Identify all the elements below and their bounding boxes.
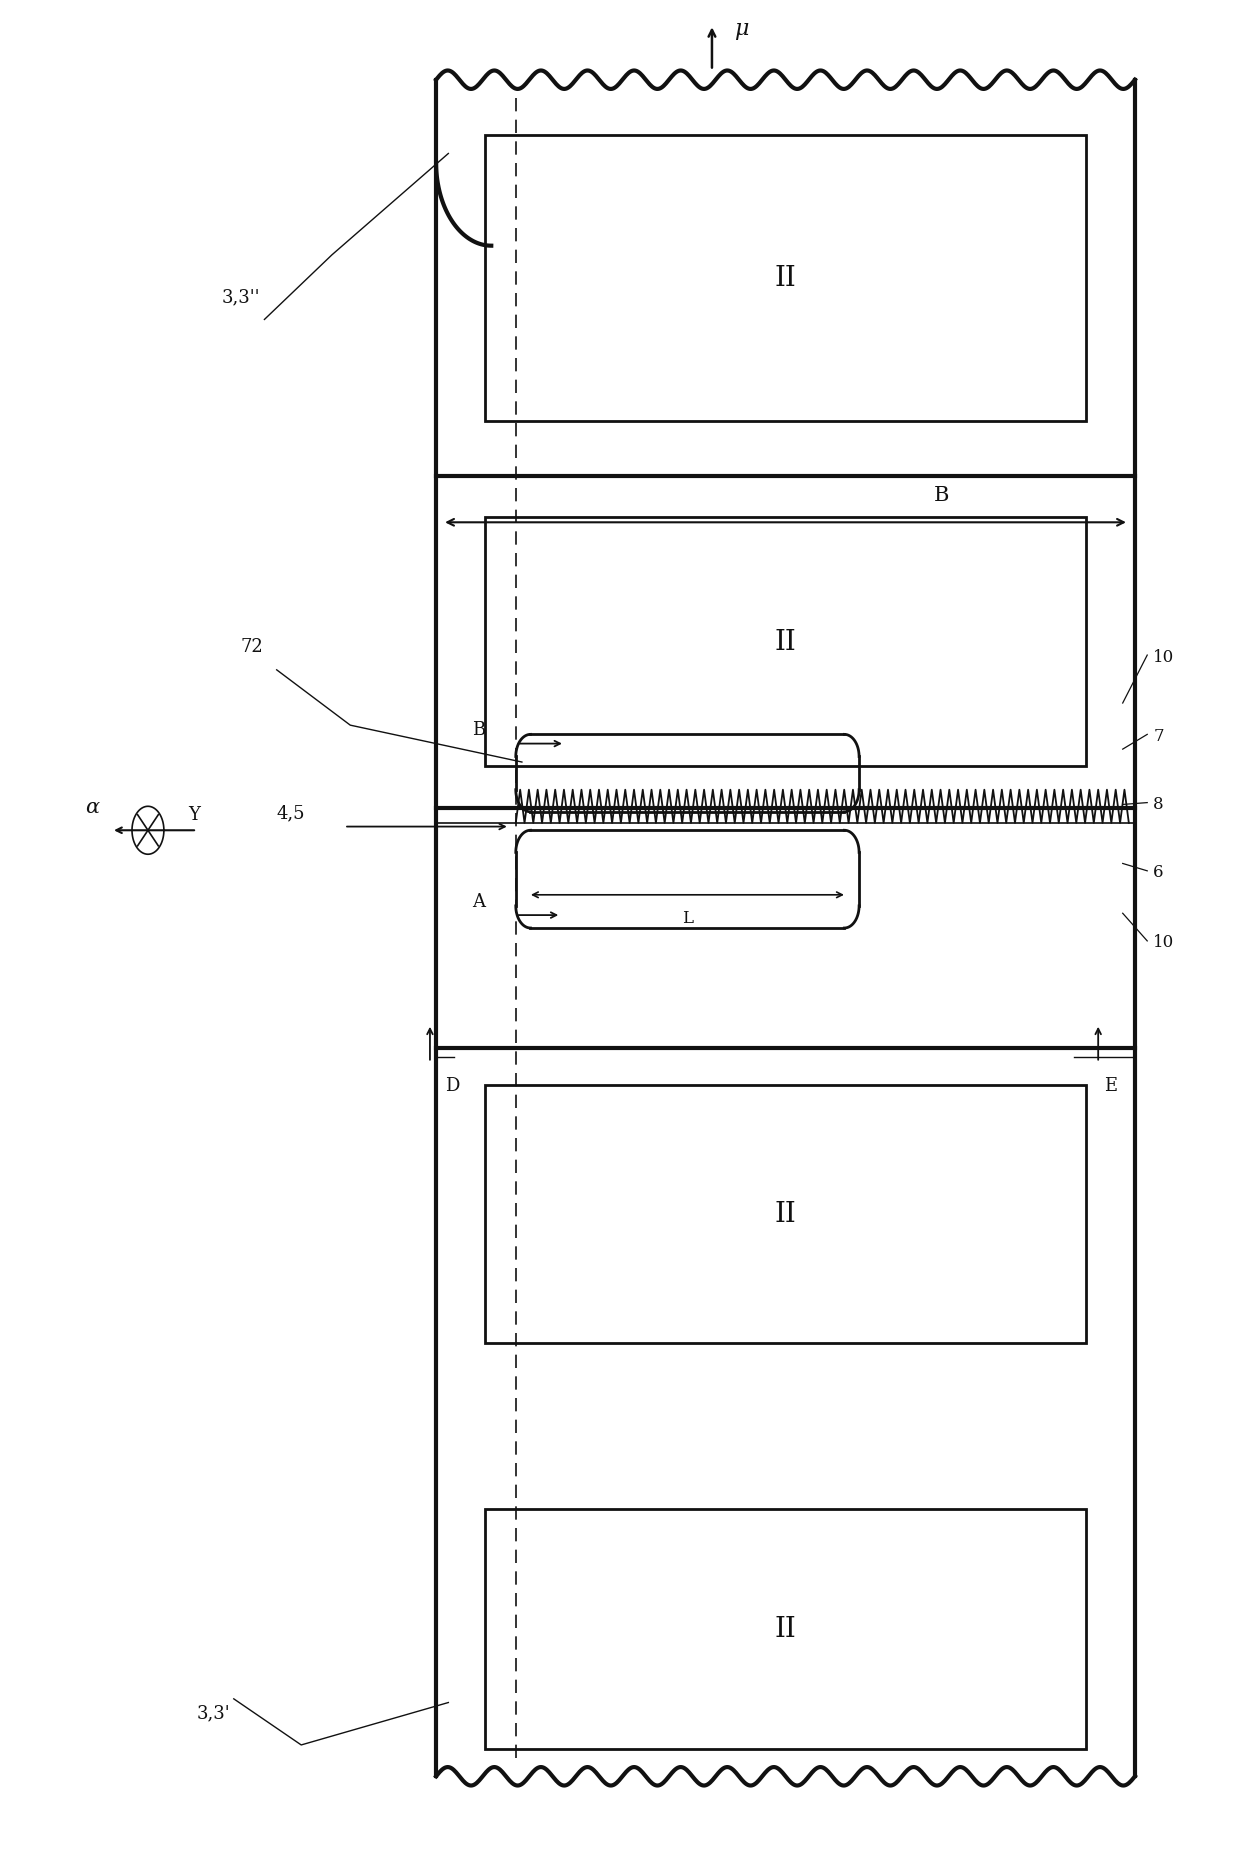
Bar bbox=[485, 136, 1086, 422]
Text: A: A bbox=[472, 893, 485, 910]
Bar bbox=[485, 518, 1086, 767]
Text: L: L bbox=[682, 910, 693, 927]
Bar bbox=[485, 1510, 1086, 1749]
Text: α: α bbox=[84, 797, 99, 817]
Text: II: II bbox=[775, 1616, 796, 1642]
Text: μ: μ bbox=[734, 17, 749, 39]
Text: B: B bbox=[934, 487, 949, 505]
Text: E: E bbox=[1105, 1077, 1117, 1094]
Text: B: B bbox=[472, 721, 485, 739]
Bar bbox=[485, 1084, 1086, 1343]
Text: 7: 7 bbox=[1153, 728, 1164, 745]
Text: 3,3'': 3,3'' bbox=[222, 288, 260, 306]
Text: 4,5: 4,5 bbox=[277, 804, 305, 823]
Text: D: D bbox=[445, 1077, 459, 1094]
Text: 3,3': 3,3' bbox=[197, 1703, 231, 1721]
Text: Y: Y bbox=[188, 806, 201, 825]
Text: 10: 10 bbox=[1153, 934, 1174, 951]
Text: 6: 6 bbox=[1153, 864, 1164, 880]
Text: 10: 10 bbox=[1153, 648, 1174, 665]
Text: II: II bbox=[775, 628, 796, 656]
Text: II: II bbox=[775, 266, 796, 292]
Text: 8: 8 bbox=[1153, 795, 1164, 813]
Text: 72: 72 bbox=[241, 639, 264, 656]
Text: II: II bbox=[775, 1201, 796, 1227]
